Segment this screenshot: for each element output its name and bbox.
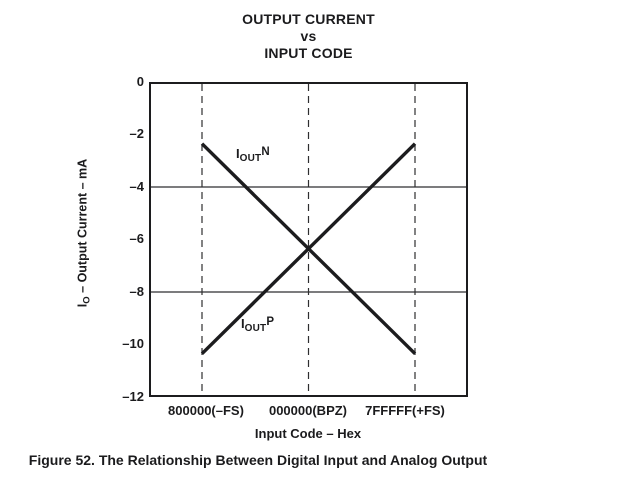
y-axis-tick-label: –8 xyxy=(129,284,144,299)
y-axis-tick-label: –6 xyxy=(129,231,144,246)
series-label-ioutn: IOUTN xyxy=(236,146,270,164)
chart-title: OUTPUT CURRENT vs INPUT CODE xyxy=(149,11,468,62)
series-label-ioutp: IOUTP xyxy=(241,316,274,334)
y-axis-title-base: I xyxy=(75,303,90,308)
ioutp-suffix: P xyxy=(266,316,275,328)
y-axis-tick-label: –10 xyxy=(122,336,144,351)
ioutn-subscript: OUT xyxy=(239,153,262,164)
figure-caption: Figure 52. The Relationship Between Digi… xyxy=(28,452,488,468)
x-axis-tick-label: 000000(BPZ) xyxy=(268,403,348,418)
ioutn-base: I xyxy=(236,146,240,161)
ioutn-suffix: N xyxy=(261,146,270,158)
y-axis-title: IO – Output Current – mA xyxy=(76,159,93,307)
y-axis-title-rest: – Output Current – mA xyxy=(75,158,90,297)
chart-title-line-3: INPUT CODE xyxy=(264,45,353,61)
x-axis-title: Input Code – Hex xyxy=(254,426,362,441)
y-axis-tick-label: 0 xyxy=(136,74,144,89)
plot-area xyxy=(149,82,468,397)
x-axis-tick-label: 7FFFFF(+FS) xyxy=(365,403,445,418)
chart-title-line-1: OUTPUT CURRENT xyxy=(242,11,375,27)
ioutp-base: I xyxy=(241,316,245,331)
chart-title-line-2: vs xyxy=(300,28,317,44)
y-axis-title-subscript: O xyxy=(81,296,93,304)
plot-svg xyxy=(149,82,468,397)
y-axis-tick-label: –4 xyxy=(129,179,144,194)
y-axis-tick-label: –12 xyxy=(122,389,144,404)
x-axis-tick-label: 800000(–FS) xyxy=(168,403,244,418)
y-axis-tick-label: –2 xyxy=(129,126,144,141)
ioutp-subscript: OUT xyxy=(244,323,267,334)
